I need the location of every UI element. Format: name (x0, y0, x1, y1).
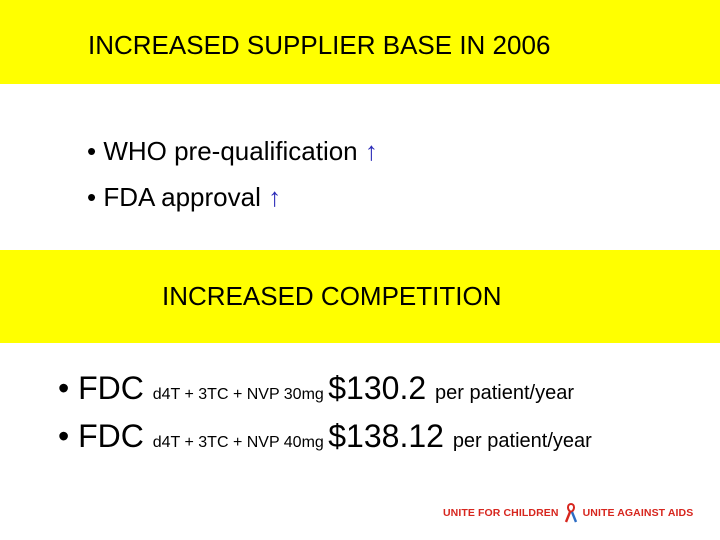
up-arrow-icon: ↑ (268, 182, 282, 212)
bullet-who-text: • WHO pre-qualification (87, 136, 365, 166)
footer-left-text: UNITE FOR CHILDREN (443, 506, 559, 519)
title-band (0, 0, 720, 84)
price-unit: per patient/year (435, 382, 574, 404)
slide-title: INCREASED SUPPLIER BASE IN 2006 (88, 30, 551, 60)
section-subtitle: INCREASED COMPETITION (162, 281, 502, 311)
price-value: $138.12 (328, 418, 453, 454)
campaign-logo: UNITE FOR CHILDREN UNITE AGAINST AIDS (443, 503, 693, 523)
bullet-fda: • FDA approval ↑ (87, 182, 281, 213)
price-prefix: • FDC (58, 370, 153, 406)
price-value: $130.2 (328, 370, 436, 406)
price-item: • FDC d4T + 3TC + NVP 40mg $138.12 per p… (58, 418, 592, 455)
price-item: • FDC d4T + 3TC + NVP 30mg $130.2 per pa… (58, 370, 574, 407)
red-ribbon-icon (564, 503, 577, 523)
up-arrow-icon: ↑ (364, 136, 378, 166)
bullet-who: • WHO pre-qualification ↑ (87, 136, 378, 167)
footer-right-text: UNITE AGAINST AIDS (582, 506, 694, 519)
drug-name: d4T + 3TC + NVP 40mg (152, 434, 329, 451)
drug-name: d4T + 3TC + NVP 30mg (152, 386, 329, 403)
price-unit: per patient/year (452, 430, 592, 452)
subtitle-band (0, 250, 720, 343)
bullet-fda-text: • FDA approval (87, 182, 269, 212)
price-prefix: • FDC (58, 418, 153, 454)
